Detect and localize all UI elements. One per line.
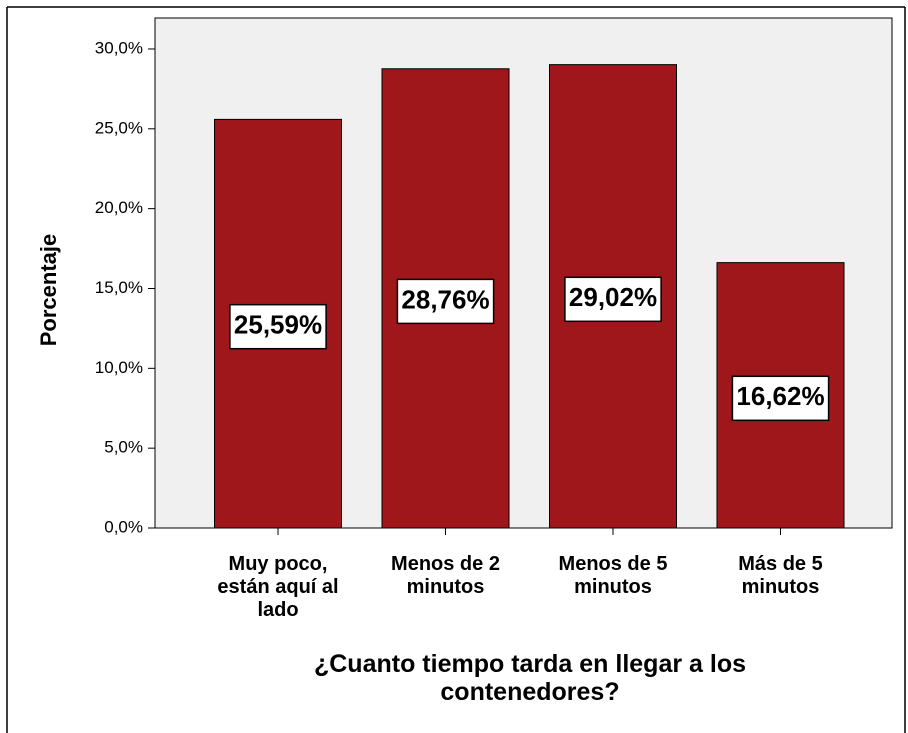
- x-tick-label: Muy poco, están aquí al lado: [217, 553, 339, 621]
- y-tick-label: 25,0%: [95, 118, 143, 137]
- y-axis-title: Porcentaje: [36, 234, 61, 347]
- value-label-box: [229, 303, 327, 350]
- value-label: 28,76%: [401, 284, 489, 314]
- y-tick-label: 0,0%: [104, 517, 143, 536]
- y-tick-label: 15,0%: [95, 278, 143, 297]
- value-label: 25,59%: [234, 310, 322, 340]
- y-tick-label: 20,0%: [95, 198, 143, 217]
- value-label-box: [731, 375, 830, 422]
- y-tick-label: 30,0%: [95, 38, 143, 57]
- value-label-box: [564, 276, 662, 323]
- x-tick-label: Menos de 2 minutos: [391, 553, 500, 598]
- value-label-box: [396, 278, 495, 325]
- x-axis-title: ¿Cuanto tiempo tarda en llegar a los con…: [313, 650, 747, 706]
- x-tick-label: Más de 5 minutos: [738, 553, 823, 598]
- y-tick-label: 5,0%: [104, 438, 143, 457]
- value-label: 16,62%: [736, 381, 824, 411]
- y-tick-label: 10,0%: [95, 358, 143, 377]
- value-label: 29,02%: [569, 282, 657, 312]
- x-tick-label: Menos de 5 minutos: [558, 553, 668, 598]
